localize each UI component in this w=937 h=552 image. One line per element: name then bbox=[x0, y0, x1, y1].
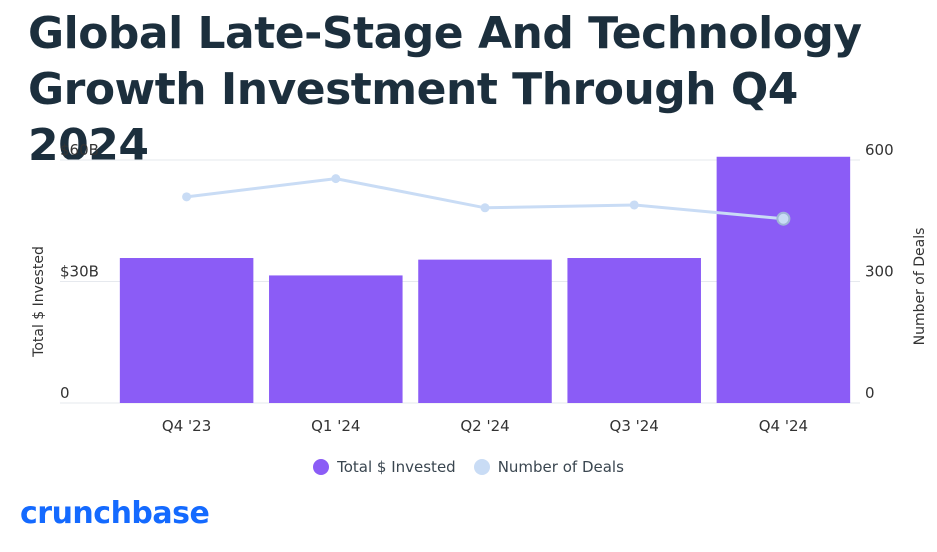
y-left-tick-label: $30B bbox=[60, 263, 99, 281]
deals-point[interactable] bbox=[480, 203, 490, 213]
bar[interactable] bbox=[119, 258, 254, 403]
y-right-tick-label: 600 bbox=[865, 141, 894, 159]
y-left-axis-label: Total $ Invested bbox=[31, 246, 47, 358]
legend-label-deals: Number of Deals bbox=[497, 458, 624, 476]
legend-swatch-invested bbox=[313, 459, 330, 475]
crunchbase-logo: crunchbase bbox=[20, 496, 210, 531]
deals-point[interactable] bbox=[776, 211, 791, 226]
deals-point[interactable] bbox=[629, 200, 639, 210]
legend-item-invested[interactable]: Total $ Invested bbox=[313, 458, 456, 476]
bar[interactable] bbox=[269, 275, 403, 403]
bar[interactable] bbox=[418, 259, 552, 403]
y-right-tick-label: 0 bbox=[865, 384, 875, 402]
deals-line bbox=[182, 174, 791, 226]
legend-label-invested: Total $ Invested bbox=[337, 458, 456, 476]
y-left-tick-label: $60B bbox=[60, 141, 99, 159]
bars bbox=[119, 156, 851, 403]
legend-swatch-deals bbox=[473, 459, 490, 475]
legend: Total $ Invested Number of Deals bbox=[0, 458, 937, 476]
deals-series-line bbox=[186, 177, 784, 221]
x-tick-label: Q1 '24 bbox=[311, 417, 360, 435]
x-tick-label: Q2 '24 bbox=[460, 417, 509, 435]
y-right-axis-label: Number of Deals bbox=[912, 228, 928, 346]
x-tick-label: Q3 '24 bbox=[610, 417, 659, 435]
chart-area: 0 $30B $60B 0 300 600 Total $ Invested Number o… bbox=[31, 141, 928, 435]
y-right-tick-label: 300 bbox=[865, 263, 894, 281]
y-left-tick-label: 0 bbox=[60, 384, 70, 402]
bar[interactable] bbox=[716, 156, 851, 403]
axes: 0 $30B $60B 0 300 600 Total $ Invested Number o… bbox=[31, 141, 928, 435]
bar[interactable] bbox=[567, 258, 701, 403]
chart-title: Global Late-Stage And Technology Growth … bbox=[28, 8, 862, 171]
deals-point[interactable] bbox=[331, 174, 341, 184]
x-tick-label: Q4 '24 bbox=[759, 417, 808, 435]
deals-point[interactable] bbox=[182, 192, 192, 202]
x-tick-label: Q4 '23 bbox=[162, 417, 211, 435]
legend-item-deals[interactable]: Number of Deals bbox=[473, 458, 624, 476]
